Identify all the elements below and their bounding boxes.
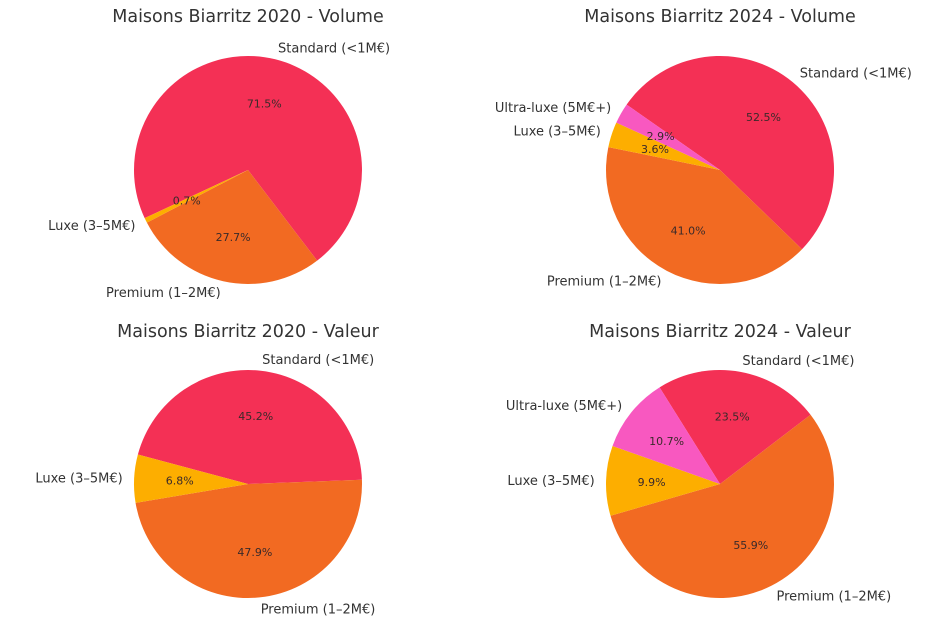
pie-slice-standard-1m [626,55,835,250]
pie-2: 45.2% Standard (<1M€) 47.9% Premium (1–2M€)… [35,353,375,617]
pie-slice-premium-1-2m [146,170,318,284]
pie-slice-standard-1m [659,370,811,484]
category-label-ultra-luxe-5m: Ultra-luxe (5M€+) [495,101,611,116]
pie-slice-standard-1m [133,55,362,261]
pct-label-ultra-luxe-5m: 2.9% [647,130,675,143]
chart-title-2020-volume: Maisons Biarritz 2020 - Volume [112,7,384,27]
pie-slice-luxe-3-5m [133,454,248,503]
pct-label-premium-1-2m: 47.9% [237,546,272,559]
chart-title-2024-valeur: Maisons Biarritz 2024 - Valeur [589,322,851,342]
pie-3: 23.5% Standard (<1M€) 55.9% Premium (1–2M€)… [506,354,891,604]
chart-title-2024-volume: Maisons Biarritz 2024 - Volume [584,7,856,27]
pct-label-luxe-3-5m: 9.9% [638,476,666,489]
pie-slice-luxe-3-5m [608,122,720,170]
category-label-standard-1m: Standard (<1M€) [800,67,912,82]
category-label-standard-1m: Standard (<1M€) [742,354,854,369]
category-label-standard-1m: Standard (<1M€) [278,42,390,57]
category-label-luxe-3-5m: Luxe (3–5M€) [513,125,600,140]
pct-label-ultra-luxe-5m: 10.7% [649,435,684,448]
pct-label-standard-1m: 71.5% [247,98,282,111]
pct-label-luxe-3-5m: 0.7% [173,194,201,207]
pie-0: 71.5% Standard (<1M€) 27.7% Premium (1–2M€)… [48,42,390,301]
category-label-premium-1-2m: Premium (1–2M€) [261,602,376,617]
pct-label-standard-1m: 23.5% [715,411,750,424]
pct-label-premium-1-2m: 27.7% [216,231,251,244]
pct-label-luxe-3-5m: 6.8% [166,475,194,488]
pct-label-premium-1-2m: 41.0% [671,225,706,238]
pie-slice-standard-1m [137,369,362,484]
category-label-ultra-luxe-5m: Ultra-luxe (5M€+) [506,399,622,414]
pct-label-standard-1m: 45.2% [238,410,273,423]
category-label-premium-1-2m: Premium (1–2M€) [106,286,221,301]
pct-label-standard-1m: 52.5% [746,111,781,124]
pie-slice-luxe-3-5m [605,445,720,516]
pie-slice-luxe-3-5m [144,170,248,223]
pie-slice-ultra-luxe-5m [616,104,720,170]
pct-label-luxe-3-5m: 3.6% [641,143,669,156]
category-label-standard-1m: Standard (<1M€) [262,353,374,368]
pie-slice-premium-1-2m [606,147,802,284]
pie-slice-premium-1-2m [610,414,834,598]
pct-label-premium-1-2m: 55.9% [733,539,768,552]
chart-title-2020-valeur: Maisons Biarritz 2020 - Valeur [117,322,379,342]
category-label-premium-1-2m: Premium (1–2M€) [547,274,662,289]
pie-slice-ultra-luxe-5m [612,387,720,484]
category-label-luxe-3-5m: Luxe (3–5M€) [507,474,594,489]
category-label-premium-1-2m: Premium (1–2M€) [777,589,892,604]
pie-1: 52.5% Standard (<1M€) 41.0% Premium (1–2M€)… [495,55,912,289]
pie-slice-premium-1-2m [135,479,362,599]
category-label-luxe-3-5m: Luxe (3–5M€) [48,219,135,234]
category-label-luxe-3-5m: Luxe (3–5M€) [35,472,122,487]
